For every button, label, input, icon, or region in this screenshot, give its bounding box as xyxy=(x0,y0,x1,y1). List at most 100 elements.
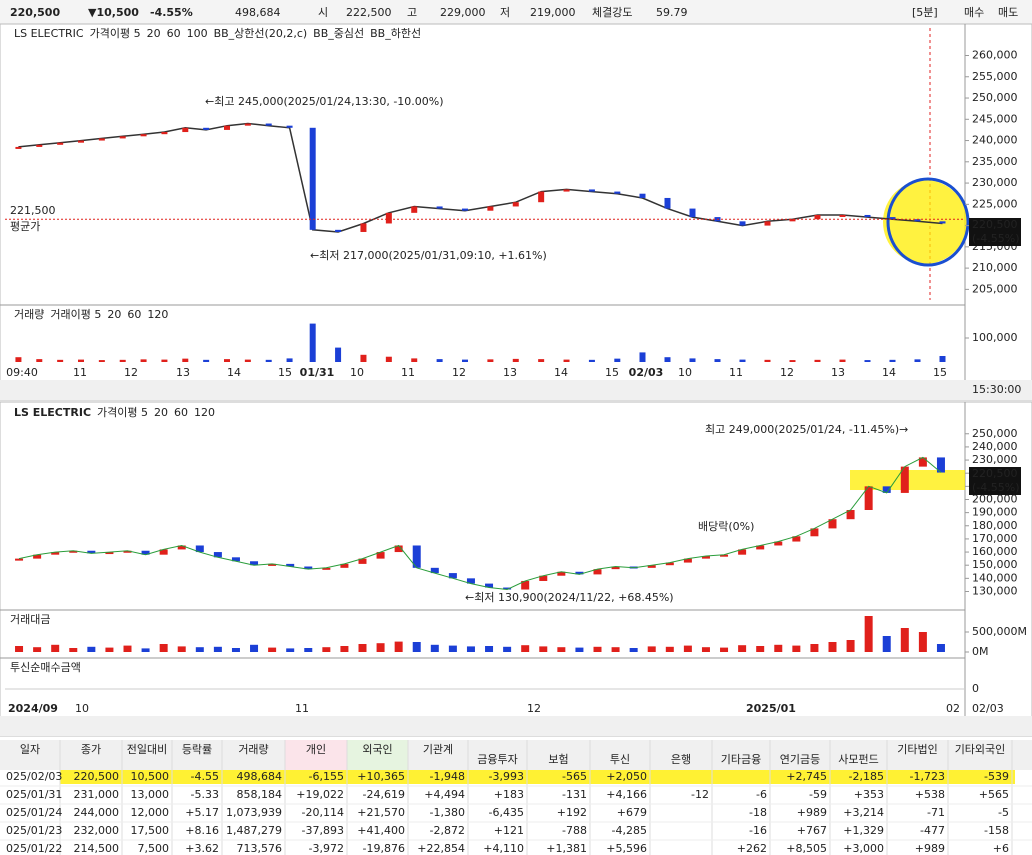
volume-bar xyxy=(538,359,545,362)
candle xyxy=(36,144,43,147)
column-header: 등락률 xyxy=(182,743,212,756)
candle xyxy=(140,134,147,137)
table-cell: 231,000 xyxy=(74,788,120,801)
value-bar xyxy=(647,646,656,652)
column-header: 전일대비 xyxy=(127,742,167,756)
value-bar xyxy=(575,647,584,652)
value-bar xyxy=(521,645,530,652)
table-cell: -6,155 xyxy=(309,770,344,783)
table-cell: 025/01/23 xyxy=(6,824,62,837)
column-header: 개인 xyxy=(306,743,326,756)
x-tick-label: 12 xyxy=(527,702,541,715)
candle xyxy=(647,565,656,568)
candle xyxy=(689,208,696,218)
volume-bar xyxy=(119,359,126,362)
header-change: ▼10,500 xyxy=(88,6,139,19)
candle xyxy=(665,562,674,566)
candle xyxy=(309,127,316,230)
value-bar xyxy=(846,640,855,652)
x-tick-label: 11 xyxy=(729,366,743,379)
candle xyxy=(87,550,96,554)
header-volume: 498,684 xyxy=(235,6,281,19)
legend-item: 120 xyxy=(147,308,168,321)
x-tick-label: 13 xyxy=(831,366,845,379)
value-bar xyxy=(213,646,222,652)
volume-bar xyxy=(265,359,272,362)
y-tick-label: 210,000 xyxy=(972,261,1018,274)
volume-bar xyxy=(244,359,251,362)
volume-bar xyxy=(714,359,721,362)
candle xyxy=(394,545,403,553)
column-header: 외국인 xyxy=(362,743,392,756)
candle xyxy=(828,519,837,529)
table-cell: -1,380 xyxy=(430,806,465,819)
table-cell: +8,505 xyxy=(786,842,827,855)
value-bar xyxy=(268,647,277,652)
y-tick-label: 240,000 xyxy=(972,440,1018,453)
header-sell: 매도 xyxy=(998,6,1018,19)
candle xyxy=(774,541,783,546)
table-cell: +6 xyxy=(993,842,1009,855)
volume-bar xyxy=(764,359,771,362)
candle xyxy=(33,554,42,559)
value-bar xyxy=(918,632,927,652)
header-open: 222,500 xyxy=(346,6,392,19)
candle xyxy=(250,561,259,566)
legend-item: 20 xyxy=(107,308,121,321)
table-cell: +1,329 xyxy=(843,824,884,837)
candle xyxy=(588,189,595,192)
header-open-label: 시 xyxy=(318,6,328,19)
table-cell: 025/01/22 xyxy=(6,842,62,855)
table-cell: -19,876 xyxy=(363,842,405,855)
y-tick-label: 190,000 xyxy=(972,506,1018,519)
y-tick-label: 0 xyxy=(972,682,979,695)
candle xyxy=(123,550,132,553)
value-bar xyxy=(412,642,421,652)
volume-bar xyxy=(512,358,519,362)
x-tick-label: 11 xyxy=(401,366,415,379)
candle xyxy=(268,563,277,566)
table-cell: 025/01/24 xyxy=(6,806,62,819)
volume-bar xyxy=(839,359,846,362)
value-bar xyxy=(286,648,295,652)
candle xyxy=(203,127,210,130)
volume-bar xyxy=(487,359,494,362)
value-bar xyxy=(828,642,837,652)
volume-bar xyxy=(203,359,210,362)
candle xyxy=(485,583,494,588)
x-tick-label: 11 xyxy=(295,702,309,715)
table-cell: -59 xyxy=(809,788,827,801)
volume-bar xyxy=(689,358,696,362)
value-bar xyxy=(485,646,494,652)
candle xyxy=(182,127,189,133)
y-tick-label: 170,000 xyxy=(972,532,1018,545)
candle xyxy=(430,567,439,574)
table-cell: +262 xyxy=(737,842,767,855)
table-cell: +4,166 xyxy=(606,788,647,801)
candle xyxy=(614,191,621,194)
value-bar xyxy=(304,648,313,652)
table-cell: 244,000 xyxy=(74,806,120,819)
table-cell: +767 xyxy=(797,824,827,837)
candle xyxy=(882,486,891,493)
pane-title: 거래대금 xyxy=(10,613,50,626)
table-cell: 17,500 xyxy=(131,824,170,837)
volume-bar xyxy=(36,359,43,362)
annotation: ←최고 245,000(2025/01/24,13:30, -10.00%) xyxy=(205,95,444,108)
table-cell: -539 xyxy=(984,770,1009,783)
table-cell: -3,993 xyxy=(489,770,524,783)
candle xyxy=(224,125,230,130)
value-bar xyxy=(69,648,78,652)
price-box xyxy=(969,467,1021,495)
candle xyxy=(814,214,821,220)
table-cell: 220,500 xyxy=(74,770,120,783)
y-tick-label: 205,000 xyxy=(972,282,1018,295)
volume-bar xyxy=(78,359,84,362)
table-cell: +4,494 xyxy=(424,788,465,801)
candle xyxy=(304,566,313,570)
volume-bar xyxy=(588,359,595,362)
volume-bar xyxy=(57,359,64,362)
volume-bar xyxy=(563,359,570,362)
x-tick-label: 10 xyxy=(678,366,692,379)
candle xyxy=(701,556,710,559)
